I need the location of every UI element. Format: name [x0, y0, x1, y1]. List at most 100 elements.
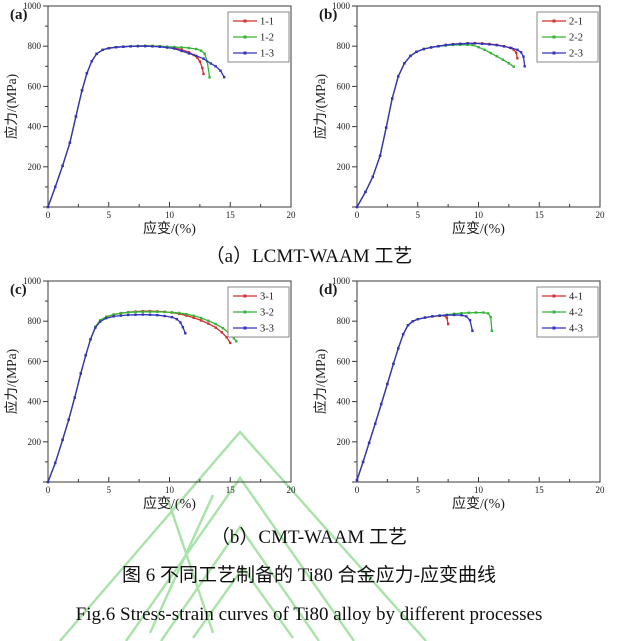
series-marker [46, 205, 50, 209]
series-marker [112, 315, 115, 318]
series-marker [489, 315, 492, 319]
series-marker [473, 42, 477, 45]
series-marker [225, 336, 228, 339]
series-marker [105, 315, 108, 318]
series-marker [355, 205, 359, 209]
series-marker [460, 311, 463, 315]
series-2-2 [356, 44, 515, 208]
series-marker [488, 43, 491, 46]
chart-a: 0 5 10 15 20 200 400 600 800 1000 (a) 应变/(%) 应力/(MPa… [0, 0, 309, 238]
series-marker [489, 51, 492, 55]
x-tick-label: 0 [355, 485, 360, 495]
y-tick-label: 600 [337, 81, 351, 91]
y-tick-label: 800 [337, 41, 351, 51]
series-marker [453, 313, 456, 317]
legend-label: 3-2 [260, 308, 274, 319]
series-marker [495, 43, 498, 47]
series-marker [214, 326, 217, 329]
series-marker [422, 47, 426, 51]
series-marker [173, 47, 176, 50]
legend-marker [243, 294, 247, 298]
y-tick-label: 1000 [332, 276, 351, 286]
series-marker [207, 322, 210, 325]
series-marker [510, 46, 513, 50]
series-marker [163, 314, 166, 318]
subcaption-b: （b）CMT-WAAM 工艺 [210, 527, 408, 548]
series-marker [80, 89, 84, 92]
legend-marker [243, 35, 247, 39]
stress-strain-plot: 0 5 10 15 20 200 400 600 800 1000(d) 应变/(%) 应力/(MPa… [312, 276, 606, 512]
chart-row-2: 0 5 10 15 20 200 400 600 800 1000 (c) 应变/(%) 应力/(MPa… [0, 275, 618, 513]
series-marker [411, 320, 415, 323]
series-marker [185, 314, 188, 317]
series-marker [170, 315, 174, 319]
y-tick-label: 1000 [23, 1, 42, 11]
legend-marker [552, 294, 556, 298]
series-marker [79, 372, 83, 375]
series-marker [507, 62, 511, 65]
series-marker [384, 126, 388, 129]
y-tick-label: 400 [28, 397, 42, 407]
series-marker [180, 49, 183, 53]
series-marker [105, 316, 108, 320]
series-marker [196, 56, 199, 60]
series-marker [68, 141, 72, 144]
series-marker [99, 318, 102, 322]
series-1-1 [47, 45, 205, 208]
x-axis-label: 应变/(%) [143, 220, 196, 237]
y-tick-label: 1000 [23, 276, 42, 286]
x-tick-label: 20 [596, 485, 606, 495]
series-marker [90, 60, 93, 63]
series-2-3 [356, 42, 526, 208]
series-marker [156, 313, 159, 317]
legend-marker [552, 19, 556, 23]
series-marker [386, 382, 389, 386]
series-marker [355, 478, 359, 482]
x-tick-label: 15 [535, 210, 545, 220]
y-tick-label: 400 [28, 122, 42, 132]
series-marker [101, 48, 104, 52]
x-tick-label: 5 [107, 485, 112, 495]
series-marker [446, 322, 450, 326]
series-marker [466, 42, 469, 45]
series-marker [445, 313, 449, 317]
series-1-3 [47, 45, 225, 208]
series-marker [46, 480, 50, 484]
series-marker [468, 318, 472, 322]
x-tick-label: 0 [355, 210, 360, 220]
series-marker [523, 65, 526, 68]
series-marker [406, 324, 410, 327]
legend-marker [552, 51, 556, 55]
series-marker [235, 340, 238, 343]
series-1-2 [47, 45, 211, 208]
series-marker [73, 396, 76, 399]
series-marker [437, 45, 440, 48]
series-marker [391, 97, 394, 100]
series-marker [134, 310, 137, 314]
series-marker [453, 312, 456, 315]
series-marker [74, 115, 78, 118]
legend-label: 4-2 [569, 308, 583, 319]
series-marker [232, 337, 236, 340]
chart-c: 0 5 10 15 20 200 400 600 800 1000 (c) 应变/(%) 应力/(MPa… [0, 275, 309, 513]
x-tick-label: 10 [474, 485, 484, 495]
panel-label: (a) [10, 7, 28, 23]
series-marker [460, 313, 463, 317]
series-marker [181, 326, 185, 329]
series-marker [214, 322, 217, 326]
x-tick-label: 20 [596, 210, 606, 220]
legend-label: 2-3 [569, 49, 583, 60]
series-marker [144, 45, 147, 48]
series-marker [519, 51, 523, 54]
series-marker [380, 402, 383, 406]
series-4-1 [356, 314, 449, 481]
stress-strain-plot: 0 5 10 15 20 200 400 600 800 1000(a) 应变/(%) 应力/(MPa… [3, 1, 296, 237]
x-tick-label: 10 [165, 210, 175, 220]
panel-label: (d) [319, 282, 337, 298]
y-tick-label: 200 [337, 437, 351, 447]
series-marker [141, 310, 144, 313]
series-marker [187, 46, 191, 50]
y-tick-label: 400 [337, 397, 351, 407]
series-3-3 [47, 313, 186, 483]
series-marker [490, 329, 494, 333]
